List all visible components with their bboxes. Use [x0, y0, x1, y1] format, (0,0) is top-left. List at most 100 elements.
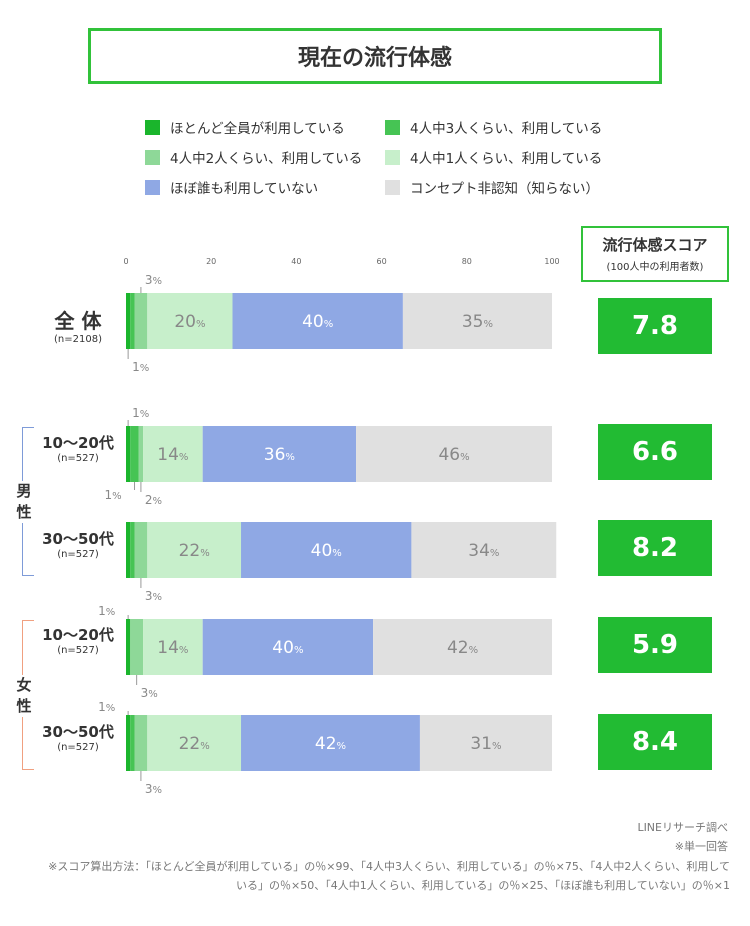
row-label-main: 10〜20代 — [42, 434, 114, 452]
bar-segment — [130, 619, 144, 675]
bar-segment — [373, 619, 552, 675]
row-label-main: 30〜50代 — [42, 723, 114, 741]
score-header: 流行体感スコア (100人中の利用者数) — [581, 226, 729, 282]
row-label-n: (n=2108) — [54, 334, 102, 345]
row-label-male-older: 30〜50代 (n=527) — [30, 528, 126, 560]
bar-segment — [126, 715, 131, 771]
footer-note: ※単一回答 — [674, 840, 728, 853]
legend-label: ほぼ誰も利用していない — [170, 181, 319, 197]
data-label: 1% — [98, 604, 115, 618]
bar-segment — [147, 715, 242, 771]
bar-segment — [411, 522, 557, 578]
legend-label: コンセプト非認知（知らない） — [410, 181, 599, 197]
bar-segment — [241, 522, 412, 578]
bar-segment — [126, 522, 131, 578]
legend-label: 4人中1人くらい、利用している — [410, 151, 603, 167]
data-label: 3% — [145, 589, 162, 603]
legend-swatch — [145, 149, 160, 165]
data-label: 36% — [264, 445, 295, 465]
data-label: 40% — [272, 638, 303, 658]
score-value: 8.2 — [598, 520, 712, 576]
row-label-n: (n=527) — [57, 549, 99, 560]
bar-segment — [241, 715, 420, 771]
data-label: 2% — [145, 493, 162, 507]
bar-segment — [419, 715, 552, 771]
row-label-n: (n=527) — [57, 742, 99, 753]
score-value: 5.9 — [598, 617, 712, 673]
bar-segment — [130, 426, 139, 482]
bar-segment — [143, 619, 203, 675]
data-label: 3% — [145, 782, 162, 796]
score-value: 7.8 — [598, 298, 712, 354]
data-label: 35% — [462, 312, 493, 332]
score-header-title: 流行体感スコア — [602, 236, 708, 254]
data-label: 22% — [179, 541, 210, 561]
row-label-n: (n=527) — [57, 453, 99, 464]
group-label-male: 男性 — [12, 481, 36, 523]
chart-title: 現在の流行体感 — [88, 28, 662, 84]
x-tick-label: 100 — [544, 257, 559, 266]
x-tick-label: 40 — [291, 257, 301, 266]
legend-item: コンセプト非認知（知らない） — [385, 177, 599, 197]
row-label-female-young: 10〜20代 (n=527) — [30, 624, 126, 656]
legend-item: ほぼ誰も利用していない — [145, 177, 318, 197]
legend-item: 4人中2人くらい、利用している — [145, 147, 362, 167]
bar-segment — [126, 426, 131, 482]
bar-segment — [143, 426, 203, 482]
bar-segment — [126, 619, 131, 675]
row-label-male-young: 10〜20代 (n=527) — [30, 432, 126, 464]
score-header-subtitle: (100人中の利用者数) — [606, 262, 704, 273]
score-value: 8.4 — [598, 714, 712, 770]
row-label-female-older: 30〜50代 (n=527) — [30, 721, 126, 753]
bar-segment — [130, 293, 135, 349]
data-label: 1% — [105, 488, 122, 502]
row-label-main: 全 体 — [54, 309, 102, 333]
bar-segment — [130, 715, 135, 771]
data-label: 42% — [315, 734, 346, 754]
legend-item: 4人中1人くらい、利用している — [385, 147, 602, 167]
footer-source: LINEリサーチ調べ — [637, 821, 728, 834]
legend-swatch — [385, 179, 400, 195]
row-label-main: 10〜20代 — [42, 626, 114, 644]
data-label: 14% — [157, 638, 188, 658]
data-label: 3% — [145, 273, 162, 287]
data-label: 46% — [438, 445, 469, 465]
bar-segment — [134, 522, 148, 578]
row-label-total: 全 体 (n=2108) — [30, 305, 126, 345]
data-label: 1% — [98, 700, 115, 714]
data-label: 1% — [132, 406, 149, 420]
group-label-female: 女性 — [12, 675, 36, 717]
data-label: 42% — [447, 638, 478, 658]
bar-segment — [356, 426, 552, 482]
bar-segment — [138, 426, 144, 482]
data-label: 1% — [132, 360, 149, 374]
legend-label: 4人中3人くらい、利用している — [410, 121, 603, 137]
bar-segment — [130, 522, 135, 578]
bar-segment — [202, 426, 357, 482]
legend-swatch — [145, 119, 160, 135]
x-tick-label: 20 — [206, 257, 216, 266]
bar-segment — [134, 715, 148, 771]
x-tick-label: 60 — [377, 257, 387, 266]
data-label: 20% — [174, 312, 205, 332]
bar-segment — [147, 293, 233, 349]
data-label: 22% — [179, 734, 210, 754]
data-label: 14% — [157, 445, 188, 465]
legend-label: 4人中2人くらい、利用している — [170, 151, 363, 167]
legend-swatch — [385, 119, 400, 135]
bar-segment — [147, 522, 242, 578]
bar-segment — [202, 619, 374, 675]
legend-swatch — [385, 149, 400, 165]
row-label-main: 30〜50代 — [42, 530, 114, 548]
score-value: 6.6 — [598, 424, 712, 480]
data-label: 40% — [302, 312, 333, 332]
x-tick-label: 0 — [123, 257, 128, 266]
data-label: 31% — [470, 734, 501, 754]
bar-segment — [232, 293, 403, 349]
bar-segment — [126, 293, 131, 349]
legend-item: 4人中3人くらい、利用している — [385, 117, 602, 137]
legend-label: ほとんど全員が利用している — [170, 121, 345, 137]
bar-segment — [134, 293, 148, 349]
data-label: 40% — [311, 541, 342, 561]
